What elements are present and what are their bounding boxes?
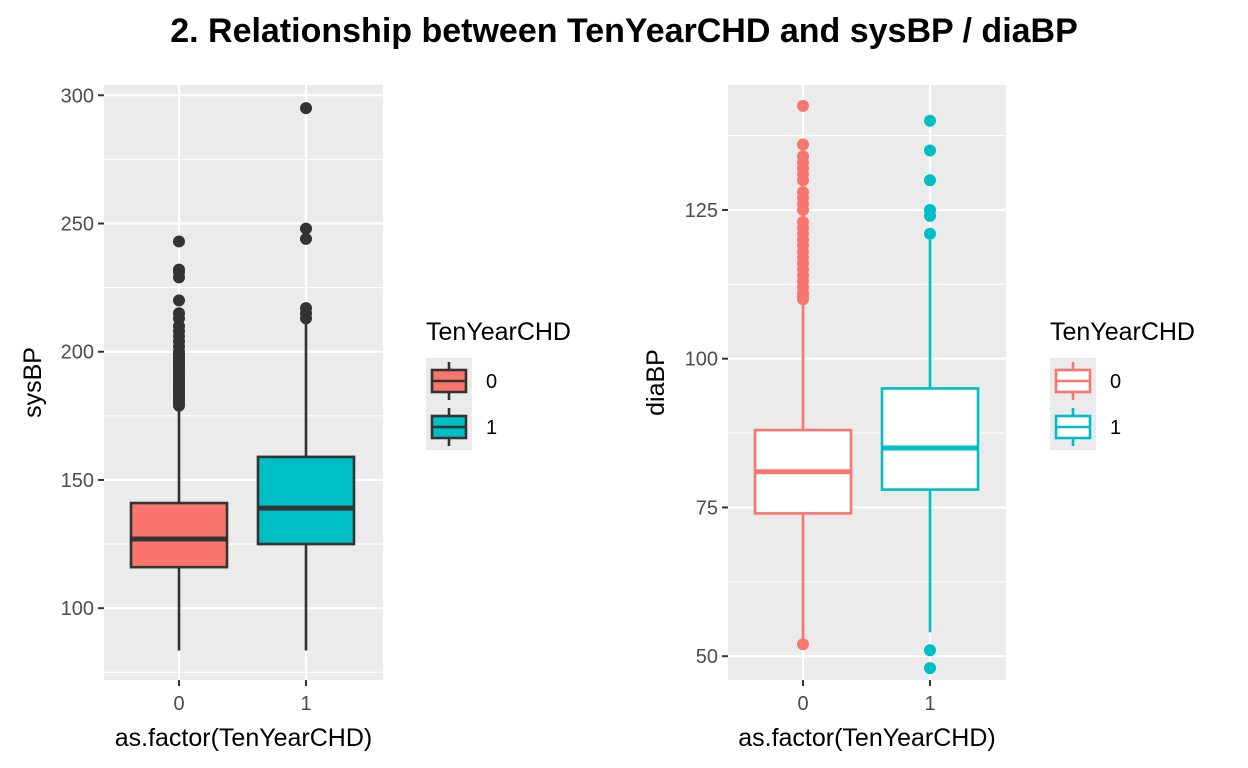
x-tick-label: 1 (924, 693, 935, 715)
outlier-point (300, 232, 312, 245)
sysbp-panel: 100 150 200 250 300 0 1 sysBP as.factor(TenYearC… (19, 85, 571, 752)
box-group-0 (753, 99, 853, 651)
legend-entry-label: 0 (486, 371, 497, 393)
y-tick-label: 150 (61, 470, 94, 492)
box-group-1 (880, 114, 980, 675)
outlier-point (300, 222, 312, 235)
y-tick-label: 50 (696, 646, 718, 668)
outlier-point (173, 235, 185, 248)
outlier-point (797, 138, 809, 151)
figure-title: 2. Relationship between TenYearCHD and s… (170, 12, 1078, 50)
panel-background (104, 85, 383, 680)
legend-title: TenYearCHD (1050, 318, 1195, 346)
legend-entry-label: 0 (1110, 371, 1121, 393)
box-iqr (256, 455, 356, 546)
box-iqr (880, 387, 980, 491)
legend-title: TenYearCHD (426, 318, 571, 346)
outlier-point (173, 307, 185, 320)
outlier-point (300, 302, 312, 315)
y-tick-label: 200 (61, 342, 94, 364)
y-tick-label: 100 (685, 349, 718, 371)
outlier-point (924, 144, 936, 157)
outlier-point (300, 102, 312, 115)
outlier-point (924, 174, 936, 187)
outlier-point (924, 114, 936, 127)
box-group-1 (256, 102, 356, 651)
outlier-point (924, 227, 936, 240)
legend: TenYearCHD 0 1 (426, 318, 571, 450)
outlier-point (924, 662, 936, 675)
y-tick-label: 125 (685, 200, 718, 222)
y-tick-label: 300 (61, 85, 94, 107)
panel-background (728, 85, 1006, 680)
outlier-point (173, 294, 185, 307)
y-axis-title: diaBP (642, 349, 670, 416)
y-axis-title: sysBP (19, 347, 47, 418)
y-tick-label: 100 (61, 598, 94, 620)
x-tick-label: 0 (173, 693, 184, 715)
outlier-point (797, 150, 809, 163)
outlier-point (797, 638, 809, 651)
outlier-point (924, 203, 936, 216)
legend: TenYearCHD 0 1 (1050, 318, 1195, 450)
legend-entry-label: 1 (1110, 417, 1121, 439)
x-axis-title: as.factor(TenYearCHD) (115, 724, 373, 752)
outlier-point (797, 186, 809, 199)
box-group-0 (129, 235, 229, 651)
outlier-point (797, 99, 809, 112)
outlier-point (924, 644, 936, 657)
x-axis-title: as.factor(TenYearCHD) (738, 724, 996, 752)
legend-entry-label: 1 (486, 417, 497, 439)
box-iqr (129, 501, 229, 569)
y-tick-label: 75 (696, 497, 718, 519)
diabp-panel: 50 75 100 125 0 1 diaBP as.factor(TenYearCHD) Te… (642, 85, 1195, 752)
x-tick-label: 1 (300, 693, 311, 715)
outlier-point (173, 263, 185, 276)
y-tick-label: 250 (61, 213, 94, 235)
x-tick-label: 0 (797, 693, 808, 715)
outlier-point (797, 215, 809, 228)
